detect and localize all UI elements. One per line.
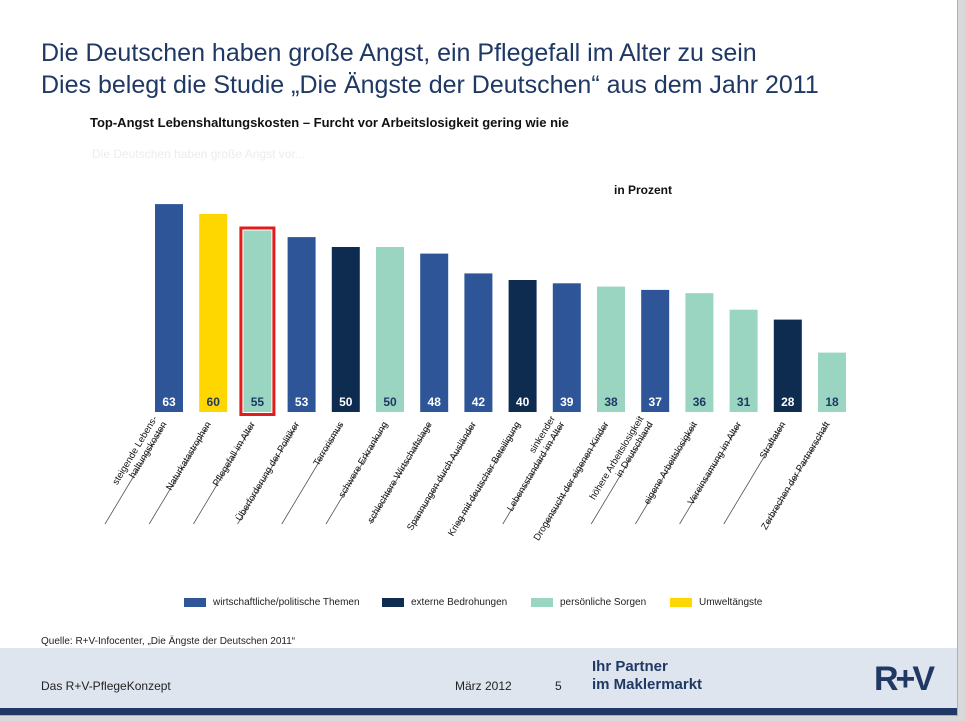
legend-swatch-extern	[382, 598, 404, 607]
bar	[508, 280, 537, 412]
legend-label-persoenlich: persönliche Sorgen	[560, 597, 647, 608]
bar-value-label: 28	[781, 395, 795, 409]
rv-logo: R+V	[874, 660, 938, 696]
bar	[376, 247, 404, 412]
slide-title: Die Deutschen haben große Angst, ein Pfl…	[41, 37, 819, 101]
bar	[155, 204, 183, 412]
bar	[464, 273, 493, 412]
bar-value-label: 40	[516, 395, 530, 409]
bar	[641, 289, 670, 412]
legend-item-wirtschaftlich: wirtschaftliche/politische Themen	[184, 597, 360, 608]
legend-item-umwelt: Umweltängste	[670, 597, 762, 608]
bar-value-label: 55	[251, 395, 265, 409]
legend-label-umwelt: Umweltängste	[699, 597, 763, 608]
bar	[729, 309, 758, 412]
category-label: Naturkatastrophen	[164, 420, 214, 493]
legend-swatch-persoenlich	[531, 598, 553, 607]
category-label: steigende Lebens-haltungskosten	[110, 414, 169, 492]
page-number: 5	[555, 679, 562, 693]
category-leader-line	[237, 423, 298, 525]
chart-subtitle: Top-Angst Lebenshaltungskosten – Furcht …	[90, 115, 569, 130]
bar-value-label: 50	[339, 395, 353, 409]
legend-swatch-wirtschaftlich	[184, 598, 206, 607]
bar-value-label: 63	[162, 395, 176, 409]
bar	[685, 293, 714, 412]
category-label: Straftaten	[758, 420, 789, 461]
title-line-1: Die Deutschen haben große Angst, ein Pfl…	[41, 39, 757, 67]
category-leader-line	[148, 423, 210, 525]
bar-highlight-frame	[239, 226, 276, 416]
bar-value-label: 39	[560, 395, 574, 409]
unit-label: in Prozent	[614, 183, 673, 197]
footer-slogan: Ihr Partner im Maklermarkt	[592, 658, 752, 694]
footer-bar	[0, 708, 957, 715]
slogan-line-2: im Maklermarkt	[592, 676, 703, 693]
category-leader-line	[767, 423, 829, 525]
footer-date: März 2012	[455, 679, 512, 693]
bar-value-label: 38	[604, 395, 618, 409]
bar-value-label: 31	[737, 395, 751, 409]
legend-item-persoenlich: persönliche Sorgen	[531, 597, 646, 608]
bar-value-label: 53	[295, 395, 309, 409]
category-label: Terrorismus	[311, 420, 346, 468]
bar	[552, 283, 581, 412]
bar	[773, 319, 802, 412]
legend-swatch-umwelt	[670, 598, 692, 607]
title-line-2: Dies belegt die Studie „Die Ängste der D…	[41, 71, 819, 99]
category-leader-line	[502, 423, 564, 525]
category-leader-line	[635, 423, 696, 525]
category-leader-line	[369, 423, 431, 525]
bar-value-label: 37	[649, 395, 663, 409]
category-leader-line	[281, 423, 343, 525]
category-label: Krieg mit deutscher Beteiligung	[446, 420, 523, 538]
bar-value-label: 36	[693, 395, 707, 409]
footer	[0, 648, 957, 715]
slogan-line-1: Ihr Partner	[592, 658, 668, 675]
bar	[243, 230, 272, 412]
footer-title: Das R+V-PflegeKonzept	[41, 679, 171, 693]
bar-value-label: 48	[428, 395, 442, 409]
logo-text: R+V	[874, 660, 935, 696]
bar	[420, 253, 449, 412]
category-label: Pflegefall im Alter	[211, 420, 258, 489]
legend-label-wirtschaftlich: wirtschaftliche/politische Themen	[213, 597, 360, 608]
category-leader-line	[679, 423, 740, 525]
bar-value-label: 60	[207, 395, 221, 409]
category-leader-line	[325, 423, 387, 525]
bar	[287, 237, 316, 412]
category-leader-line	[414, 423, 475, 525]
category-leader-line	[458, 423, 519, 525]
bar	[199, 214, 228, 412]
category-leader-line	[546, 423, 608, 525]
category-leader-line	[104, 423, 166, 525]
category-label: schwere Erkrankung	[337, 420, 391, 500]
category-leader-line	[723, 423, 785, 525]
legend-item-extern: externe Bedrohungen	[382, 597, 507, 608]
chart-legend: wirtschaftliche/politische Themen extern…	[0, 597, 957, 613]
bar	[818, 352, 846, 412]
bar-value-label: 18	[825, 395, 839, 409]
bar	[597, 286, 625, 412]
bar-value-label: 42	[472, 395, 486, 409]
category-leader-line	[193, 423, 254, 525]
legend-label-extern: externe Bedrohungen	[411, 597, 508, 608]
bar	[331, 247, 360, 412]
chart-caption: Die Deutschen haben große Angst vor...	[92, 147, 305, 161]
source-note: Quelle: R+V-Infocenter, „Die Ängste der …	[41, 636, 296, 647]
bar-value-label: 50	[383, 395, 397, 409]
category-leader-line	[590, 423, 652, 525]
